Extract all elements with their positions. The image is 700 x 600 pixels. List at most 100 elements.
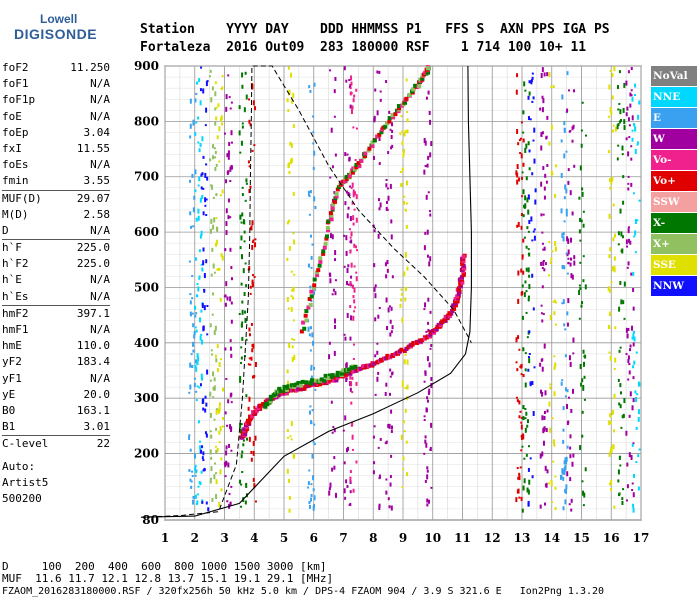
echo-point bbox=[248, 98, 251, 101]
echo-point bbox=[522, 485, 525, 491]
echo-point bbox=[213, 462, 216, 465]
echo-point bbox=[230, 426, 233, 431]
echo-point bbox=[289, 141, 292, 146]
echo-point bbox=[198, 277, 201, 280]
echo-point bbox=[216, 448, 219, 453]
echo-point bbox=[401, 486, 404, 489]
echo-point bbox=[198, 249, 201, 253]
echo-point bbox=[241, 84, 244, 89]
echo-point bbox=[343, 265, 346, 268]
echo-point bbox=[212, 263, 215, 269]
echo-point bbox=[334, 258, 337, 262]
echo-point bbox=[638, 448, 641, 451]
echo-point bbox=[560, 208, 563, 214]
echo-point bbox=[403, 359, 406, 365]
echo-point bbox=[541, 107, 544, 113]
echo-point bbox=[618, 70, 621, 74]
echo-point bbox=[627, 261, 630, 266]
echo-point bbox=[541, 131, 544, 135]
echo-point bbox=[525, 311, 528, 314]
echo-point bbox=[608, 150, 611, 154]
echo-point bbox=[351, 201, 354, 205]
echo-point bbox=[540, 304, 543, 307]
echo-point bbox=[379, 437, 382, 441]
echo-point bbox=[405, 180, 408, 186]
ordinary-echo-upper bbox=[420, 76, 425, 81]
echo-point bbox=[200, 263, 203, 266]
echo-point bbox=[218, 267, 221, 271]
echo-point bbox=[189, 179, 192, 183]
echo-point bbox=[347, 446, 350, 451]
echo-point bbox=[609, 450, 612, 454]
echo-point bbox=[308, 500, 311, 504]
ordinary-echo-upper bbox=[331, 202, 336, 207]
echo-point bbox=[349, 240, 352, 243]
echo-point bbox=[350, 275, 353, 279]
echo-point bbox=[288, 245, 291, 251]
echo-point bbox=[288, 219, 291, 223]
echo-point bbox=[199, 445, 202, 450]
ordinary-echo-upper bbox=[323, 241, 328, 246]
echo-point bbox=[525, 411, 528, 416]
ordinary-echo bbox=[447, 313, 452, 318]
echo-point bbox=[334, 324, 337, 329]
echo-point bbox=[197, 116, 200, 120]
echo-point bbox=[286, 369, 289, 374]
ordinary-echo-upper bbox=[316, 268, 321, 273]
echo-point bbox=[552, 439, 555, 445]
echo-point bbox=[525, 267, 528, 272]
ordinary-echo bbox=[443, 314, 448, 319]
echo-point bbox=[611, 129, 614, 133]
echo-point bbox=[402, 420, 405, 424]
echo-point bbox=[572, 337, 575, 343]
echo-point bbox=[351, 105, 354, 110]
param-label: yF2 bbox=[2, 355, 22, 369]
echo-point bbox=[527, 116, 530, 121]
echo-point bbox=[254, 106, 257, 111]
echo-point bbox=[312, 131, 315, 134]
echo-point bbox=[251, 282, 254, 288]
echo-point bbox=[349, 236, 352, 239]
echo-point bbox=[252, 100, 255, 106]
echo-point bbox=[225, 94, 228, 100]
ordinary-echo-upper bbox=[311, 285, 316, 290]
echo-point bbox=[204, 124, 207, 127]
echo-point bbox=[625, 327, 628, 333]
echo-point bbox=[351, 448, 354, 451]
param-value: 397.1 bbox=[76, 306, 110, 320]
echo-point bbox=[531, 100, 534, 103]
echo-point bbox=[385, 200, 388, 204]
echo-point bbox=[555, 301, 558, 304]
ordinary-echo bbox=[424, 335, 429, 340]
echo-point bbox=[210, 349, 213, 352]
echo-point bbox=[214, 325, 217, 331]
ordinary-echo-upper bbox=[325, 234, 330, 239]
echo-point bbox=[349, 479, 352, 484]
echo-point bbox=[560, 139, 563, 143]
echo-point bbox=[569, 434, 572, 439]
ordinary-echo-upper bbox=[372, 138, 377, 143]
echo-point bbox=[515, 337, 518, 343]
echo-point bbox=[406, 359, 409, 365]
echo-point bbox=[609, 186, 612, 190]
echo-point bbox=[292, 92, 295, 98]
param-value: 2.58 bbox=[83, 207, 111, 221]
echo-point bbox=[609, 355, 612, 361]
echo-point bbox=[526, 336, 529, 339]
echo-point bbox=[194, 257, 197, 261]
echo-point bbox=[378, 207, 381, 211]
echo-point bbox=[345, 235, 348, 241]
echo-point bbox=[251, 244, 254, 250]
echo-point bbox=[350, 109, 353, 115]
echo-point bbox=[399, 132, 402, 136]
echo-point bbox=[215, 479, 218, 485]
echo-point bbox=[198, 148, 201, 153]
echo-point bbox=[522, 110, 525, 115]
ordinary-echo-upper bbox=[334, 194, 339, 199]
echo-point bbox=[291, 357, 294, 363]
echo-point bbox=[384, 391, 387, 396]
echo-point bbox=[390, 429, 393, 433]
echo-point bbox=[215, 358, 218, 363]
echo-point bbox=[613, 66, 616, 72]
echo-point bbox=[202, 459, 205, 462]
